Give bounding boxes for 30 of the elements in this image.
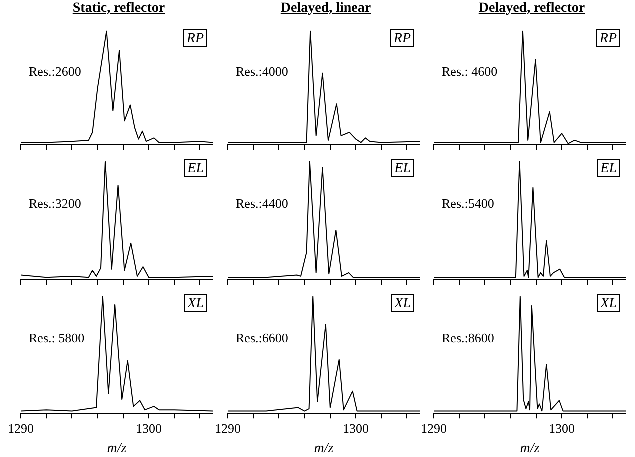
x-tick-label: 1300 — [549, 420, 575, 436]
annotation: EL — [600, 162, 618, 177]
annotation: XL — [600, 296, 618, 312]
annotation: Res.:4400 — [236, 196, 288, 212]
annotation: Res.: 4600 — [442, 64, 498, 79]
x-axis-title: m/z — [314, 441, 334, 456]
annotation: EL — [394, 162, 412, 177]
x-tick-label: 1300 — [343, 420, 369, 436]
x-tick-label: 1290 — [8, 420, 34, 436]
x-tick-label: 1300 — [136, 420, 162, 436]
annotation: Res.:5400 — [442, 196, 494, 212]
annotation: Res.:2600 — [29, 64, 82, 79]
x-tick-label: 1290 — [421, 420, 447, 436]
chart-title: Delayed, reflector — [478, 0, 586, 18]
annotation: EL — [186, 162, 204, 177]
annotation: Res.:3200 — [29, 196, 82, 212]
annotation: XL — [186, 296, 204, 312]
annotation: Res.: 5800 — [29, 330, 85, 346]
annotation: RP — [598, 32, 618, 47]
annotation: XL — [394, 296, 412, 312]
annotation: RP — [186, 32, 204, 47]
annotation: Res.:6600 — [236, 330, 288, 346]
x-axis-title: m/z — [520, 441, 540, 456]
annotation: Res.:8600 — [442, 330, 494, 346]
chart-title: Static, reflector — [72, 0, 166, 18]
annotation: RP — [392, 32, 412, 47]
annotation: Res.:4000 — [236, 64, 288, 79]
chart-title: Delayed, linear — [280, 0, 372, 18]
x-tick-label: 1290 — [215, 420, 241, 436]
x-axis-title: m/z — [107, 441, 128, 456]
